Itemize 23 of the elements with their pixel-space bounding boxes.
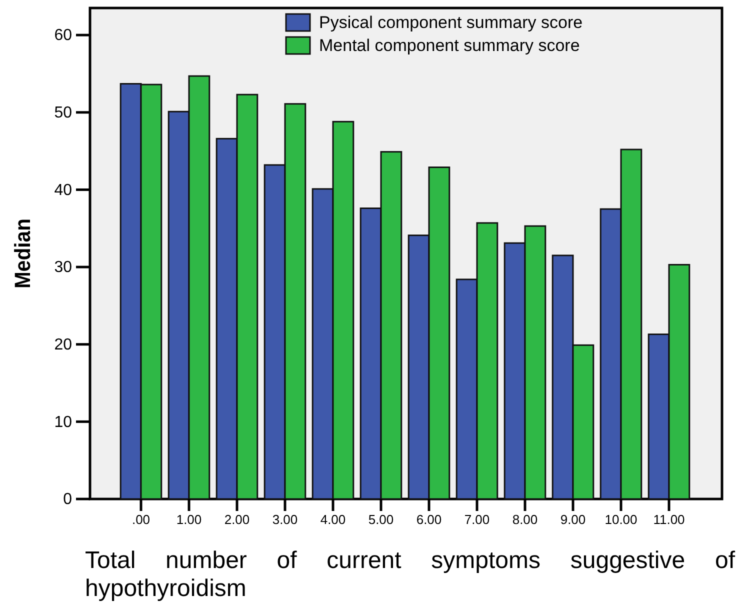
y-tick-label: 40 [54, 182, 72, 199]
y-tick-label: 20 [54, 336, 72, 354]
y-tick-label: 50 [54, 104, 72, 122]
x-tick-label: 2.00 [224, 512, 250, 528]
text: Total number of current symptoms suggestive of hypothyroidism [85, 547, 735, 602]
y-tick-label: 60 [54, 27, 72, 44]
legend-label: Pysical component summary score [319, 13, 583, 32]
x-tick-label: 8.00 [512, 512, 538, 528]
x-tick-label: 5.00 [368, 512, 394, 528]
x-tick-label: 4.00 [320, 512, 346, 528]
x-tick-label: 10.00 [604, 512, 638, 528]
x-tick-label: 1.00 [176, 512, 202, 528]
x-tick-label: 9.00 [560, 512, 586, 528]
x-tick-label: 7.00 [464, 512, 490, 528]
x-tick-label: 11.00 [653, 512, 685, 528]
x-tick-label: 3.00 [272, 512, 298, 528]
legend-label: Mental component summary score [319, 36, 580, 55]
x-tick-label: 6.00 [416, 512, 442, 528]
y-tick-label: 0 [63, 491, 72, 508]
y-tick-label: 30 [54, 259, 72, 276]
x-tick-label: .00 [132, 512, 150, 528]
y-axis-title: Median [10, 212, 35, 288]
y-tick-label: 10 [54, 414, 72, 431]
